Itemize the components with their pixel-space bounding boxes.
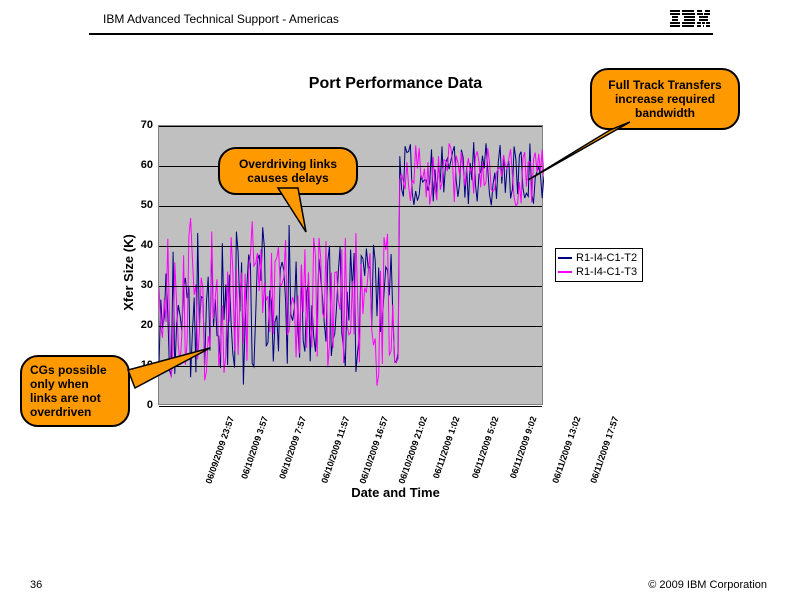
callout-line: causes delays [230,171,346,185]
x-tick-label: 06/10/2009 3:57 [239,415,270,480]
x-tick-label: 06/10/2009 11:57 [319,415,351,485]
y-tick-label: 40 [125,239,153,251]
x-tick-label: 06/10/2009 21:02 [396,415,428,485]
ibm-logo-icon [670,10,710,28]
y-tick-label: 0 [125,399,153,411]
x-tick-label: 06/10/2009 16:57 [358,415,390,485]
header-bar: IBM Advanced Technical Support - America… [0,0,791,34]
gridline [159,366,542,367]
x-tick-label: 06/11/2009 17:57 [588,415,620,485]
x-tick-label: 06/11/2009 13:02 [550,415,582,485]
legend-swatch [558,271,572,273]
callout-cgs: CGs possible only when links are not ove… [20,355,130,427]
x-tick-label: 06/11/2009 9:02 [508,415,539,480]
callout-line: only when [30,377,120,391]
legend-label: R1-I4-C1-T3 [576,266,637,278]
x-tick-label: 06/10/2009 7:57 [277,415,308,480]
y-tick-label: 20 [125,319,153,331]
gridline [159,406,542,407]
callout-line: CGs possible [30,363,120,377]
callout-line: links are not [30,391,120,405]
gridline [159,246,542,247]
callout-overdriving: Overdriving links causes delays [218,147,358,195]
y-tick-label: 30 [125,279,153,291]
callout-line: overdriven [30,405,120,419]
y-tick-label: 60 [125,159,153,171]
gridline [159,126,542,127]
legend-label: R1-I4-C1-T2 [576,252,637,264]
legend-row: R1-I4-C1-T2 [558,251,640,265]
callout-line: bandwidth [602,106,728,120]
y-tick-label: 50 [125,199,153,211]
legend-swatch [558,257,572,259]
x-tick-label: 06/11/2009 1:02 [431,415,462,480]
slide-number: 36 [30,579,42,591]
x-tick-label: 06/09/2009 23:57 [204,415,236,485]
callout-line: Overdriving links [230,157,346,171]
callout-line: Full Track Transfers [602,78,728,92]
header-divider [89,33,713,35]
x-tick-label: 06/11/2009 5:02 [469,415,500,480]
y-tick-label: 10 [125,359,153,371]
x-axis-label: Date and Time [0,485,791,500]
y-tick-label: 70 [125,119,153,131]
legend-row: R1-I4-C1-T3 [558,265,640,279]
callout-line: increase required [602,92,728,106]
gridline [159,286,542,287]
header-title: IBM Advanced Technical Support - America… [103,12,339,26]
legend: R1-I4-C1-T2 R1-I4-C1-T3 [555,248,643,282]
gridline [159,206,542,207]
callout-full-track: Full Track Transfers increase required b… [590,68,740,130]
gridline [159,326,542,327]
copyright: © 2009 IBM Corporation [648,579,767,591]
